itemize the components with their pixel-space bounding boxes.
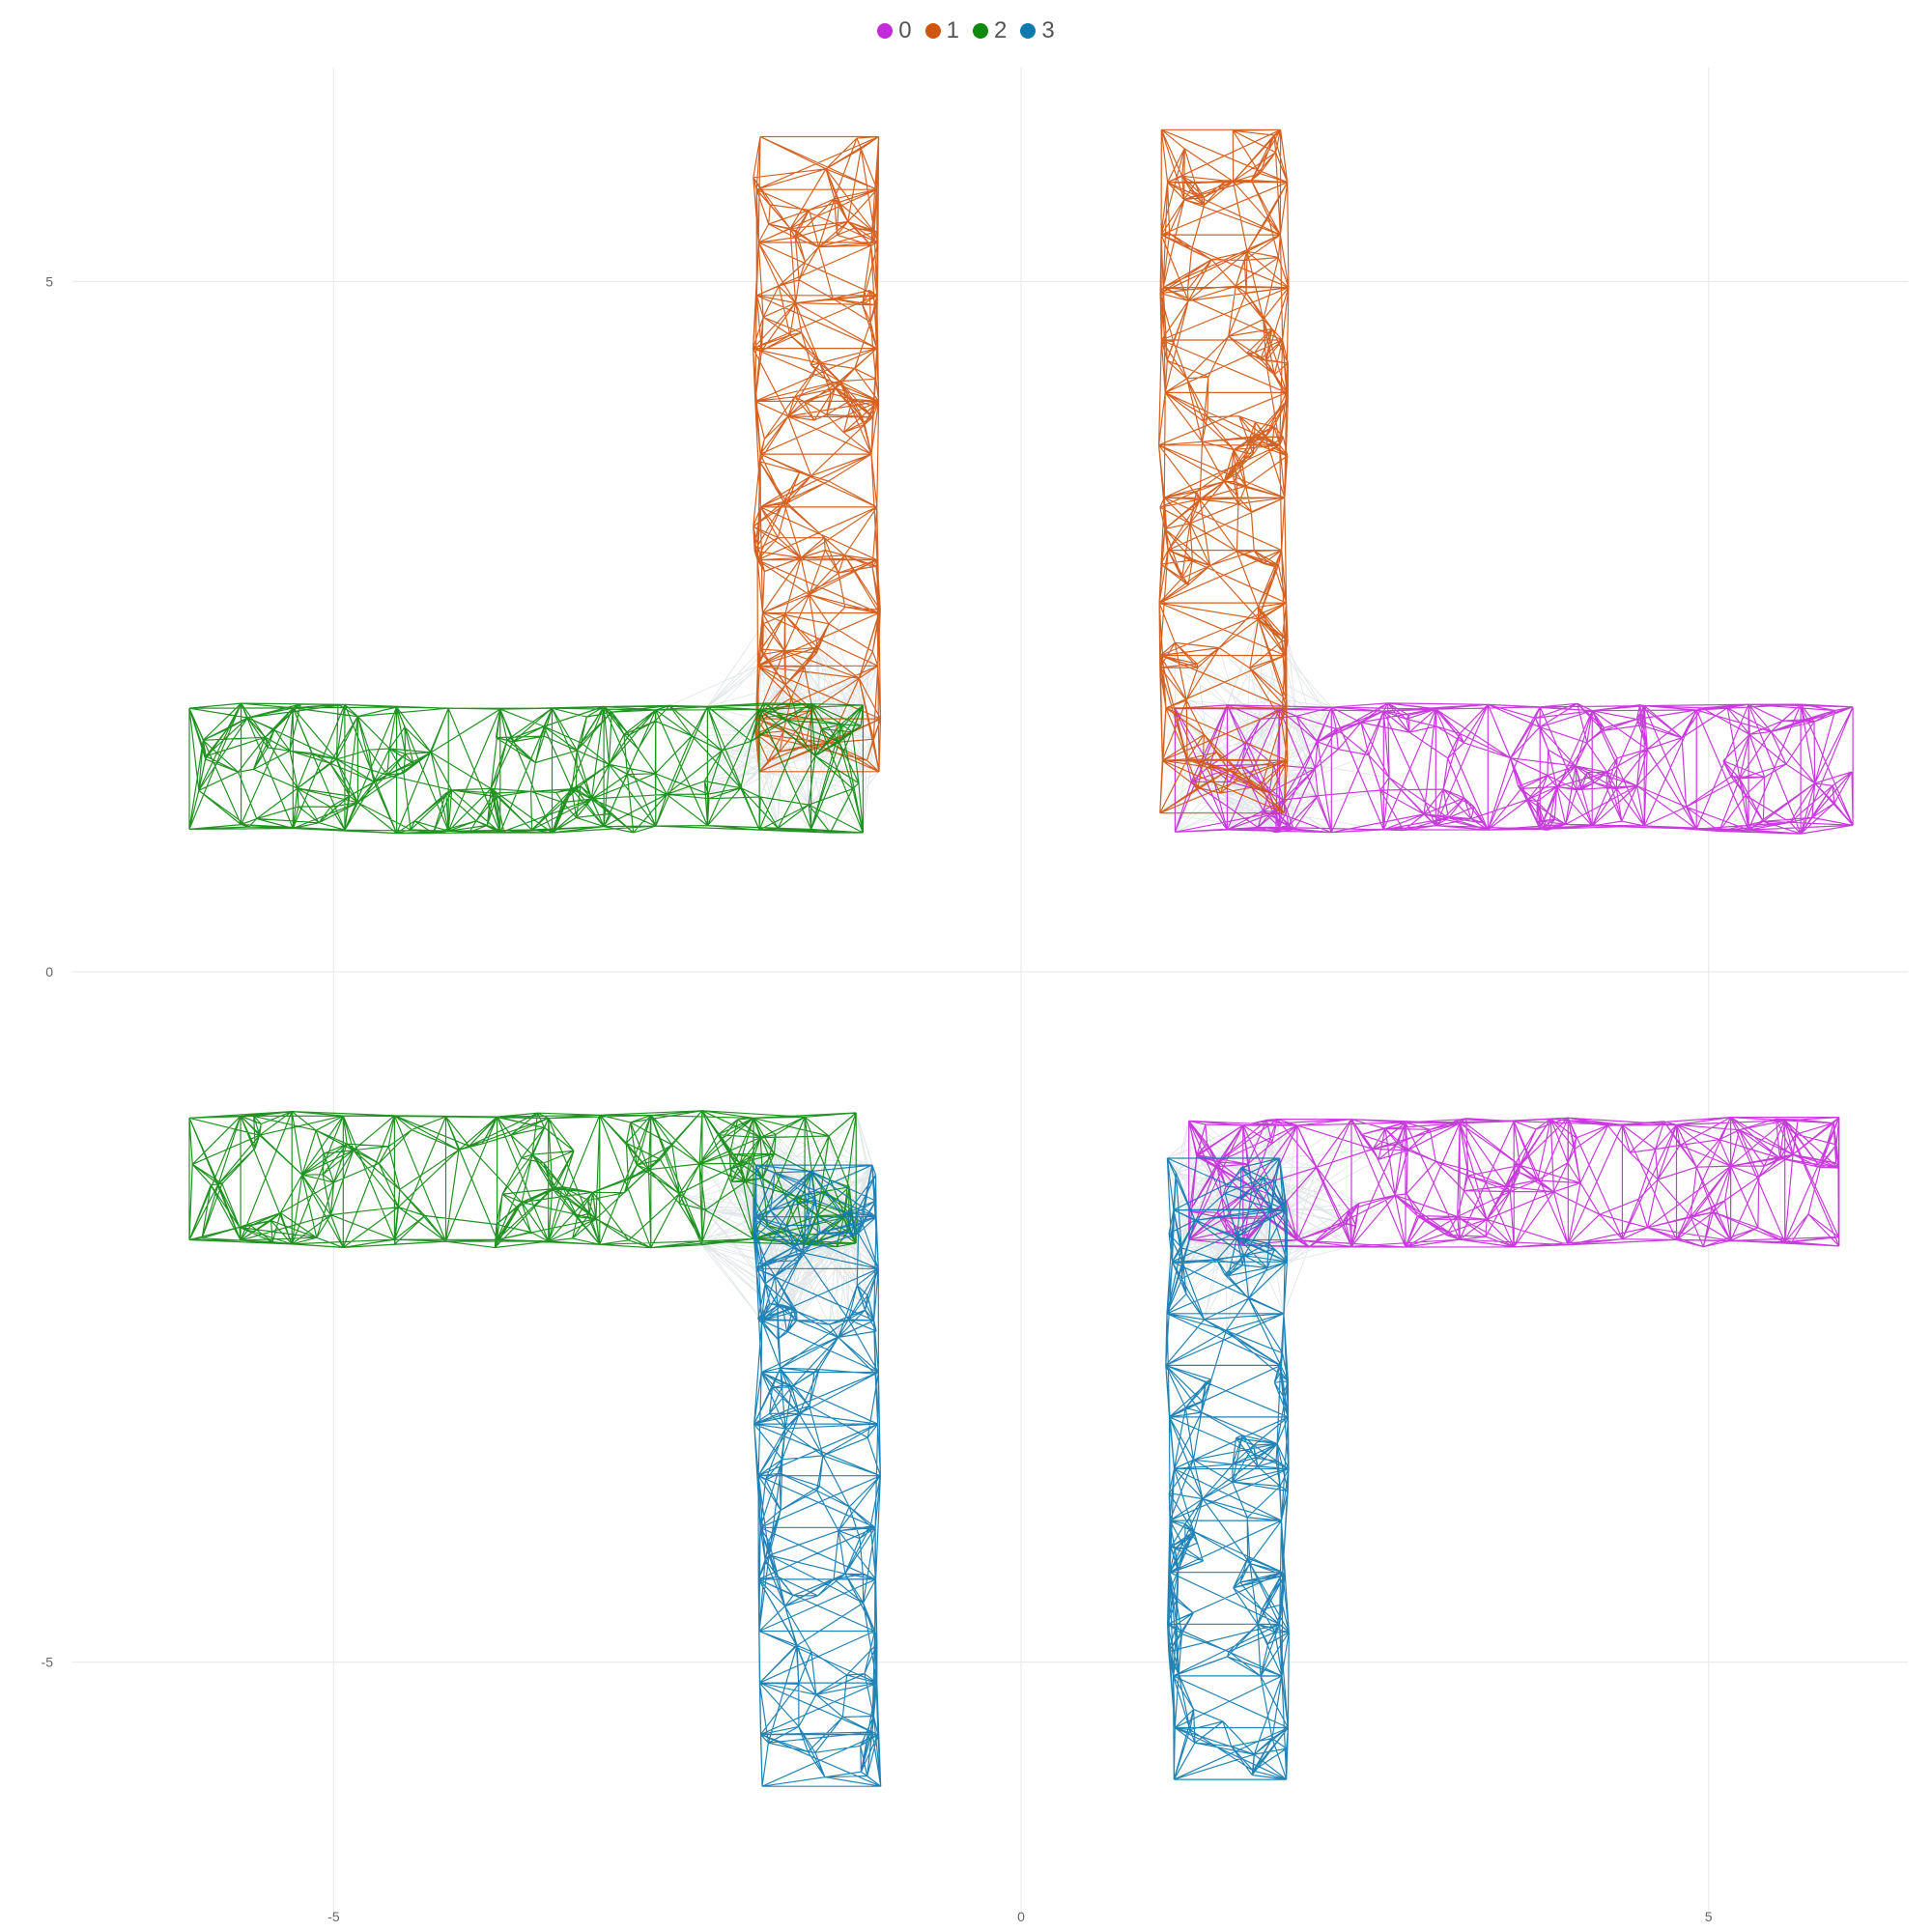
cluster-2-band-1 bbox=[188, 1110, 857, 1249]
legend-item-1[interactable]: 1 bbox=[924, 17, 959, 44]
legend-label-3: 3 bbox=[1041, 17, 1055, 43]
cluster-1-band-0 bbox=[753, 135, 882, 773]
y-tick-label: 0 bbox=[45, 964, 53, 980]
grid-lines bbox=[72, 68, 1908, 1918]
cluster-3-band-1 bbox=[1165, 1157, 1290, 1780]
x-tick-label: -5 bbox=[327, 1909, 340, 1924]
cluster-0-edges bbox=[1174, 702, 1854, 835]
legend-swatch-3 bbox=[1020, 23, 1037, 39]
legend-swatch-2 bbox=[973, 23, 988, 39]
legend-label-2: 2 bbox=[994, 17, 1008, 43]
y-tick-label: -5 bbox=[42, 1655, 54, 1670]
cluster-3-edges bbox=[1165, 1157, 1290, 1780]
legend-swatch-1 bbox=[924, 23, 941, 39]
legend-item-3[interactable]: 3 bbox=[1020, 17, 1055, 44]
cluster-1-edges bbox=[1158, 128, 1290, 814]
legend: 0 1 2 3 bbox=[0, 12, 1932, 50]
cluster-3-edges bbox=[753, 1164, 882, 1787]
y-tick-label: 5 bbox=[45, 274, 53, 290]
legend-item-0[interactable]: 0 bbox=[877, 17, 912, 44]
cluster-2-band-0 bbox=[188, 702, 864, 835]
cluster-1-edges bbox=[753, 135, 882, 773]
tick-labels: -5 0 5 5 0 -5 bbox=[42, 274, 1713, 1924]
legend-label-1: 1 bbox=[946, 17, 959, 43]
x-tick-label: 5 bbox=[1705, 1909, 1713, 1924]
x-tick-label: 0 bbox=[1017, 1909, 1025, 1924]
cluster-3-band-0 bbox=[753, 1164, 882, 1787]
cluster-2-edges bbox=[188, 1110, 857, 1249]
cluster-0-edges bbox=[1188, 1117, 1840, 1248]
legend-label-0: 0 bbox=[898, 17, 912, 43]
cluster-graphs bbox=[188, 128, 1854, 1787]
legend-swatch-0 bbox=[877, 23, 894, 39]
cluster-2-edges bbox=[188, 702, 864, 835]
legend-item-2[interactable]: 2 bbox=[973, 17, 1007, 44]
cluster-1-band-1 bbox=[1158, 128, 1290, 814]
cluster-0-band-0 bbox=[1174, 702, 1854, 835]
cluster-0-band-1 bbox=[1188, 1117, 1840, 1248]
